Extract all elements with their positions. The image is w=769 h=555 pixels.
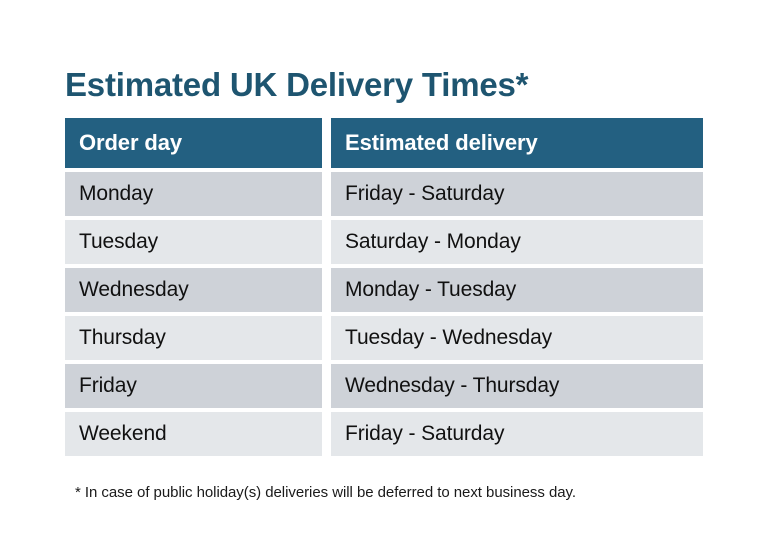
table-row: Tuesday Saturday - Monday — [65, 220, 703, 264]
cell-order-day: Weekend — [65, 412, 322, 456]
column-header-estimated-delivery: Estimated delivery — [331, 118, 703, 168]
cell-order-day: Tuesday — [65, 220, 322, 264]
column-header-order-day: Order day — [65, 118, 322, 168]
cell-estimated-delivery: Friday - Saturday — [331, 412, 703, 456]
cell-estimated-delivery: Tuesday - Wednesday — [331, 316, 703, 360]
cell-order-day: Friday — [65, 364, 322, 408]
cell-estimated-delivery: Monday - Tuesday — [331, 268, 703, 312]
cell-estimated-delivery: Wednesday - Thursday — [331, 364, 703, 408]
footnote-text: * In case of public holiday(s) deliverie… — [75, 484, 576, 501]
page-title: Estimated UK Delivery Times* — [65, 66, 529, 104]
table-row: Friday Wednesday - Thursday — [65, 364, 703, 408]
delivery-times-table: Order day Estimated delivery Monday Frid… — [65, 118, 703, 456]
cell-order-day: Thursday — [65, 316, 322, 360]
cell-estimated-delivery: Saturday - Monday — [331, 220, 703, 264]
table-row: Monday Friday - Saturday — [65, 172, 703, 216]
table-row: Weekend Friday - Saturday — [65, 412, 703, 456]
cell-estimated-delivery: Friday - Saturday — [331, 172, 703, 216]
table-row: Wednesday Monday - Tuesday — [65, 268, 703, 312]
table-row: Thursday Tuesday - Wednesday — [65, 316, 703, 360]
cell-order-day: Wednesday — [65, 268, 322, 312]
cell-order-day: Monday — [65, 172, 322, 216]
table-header-row: Order day Estimated delivery — [65, 118, 703, 168]
